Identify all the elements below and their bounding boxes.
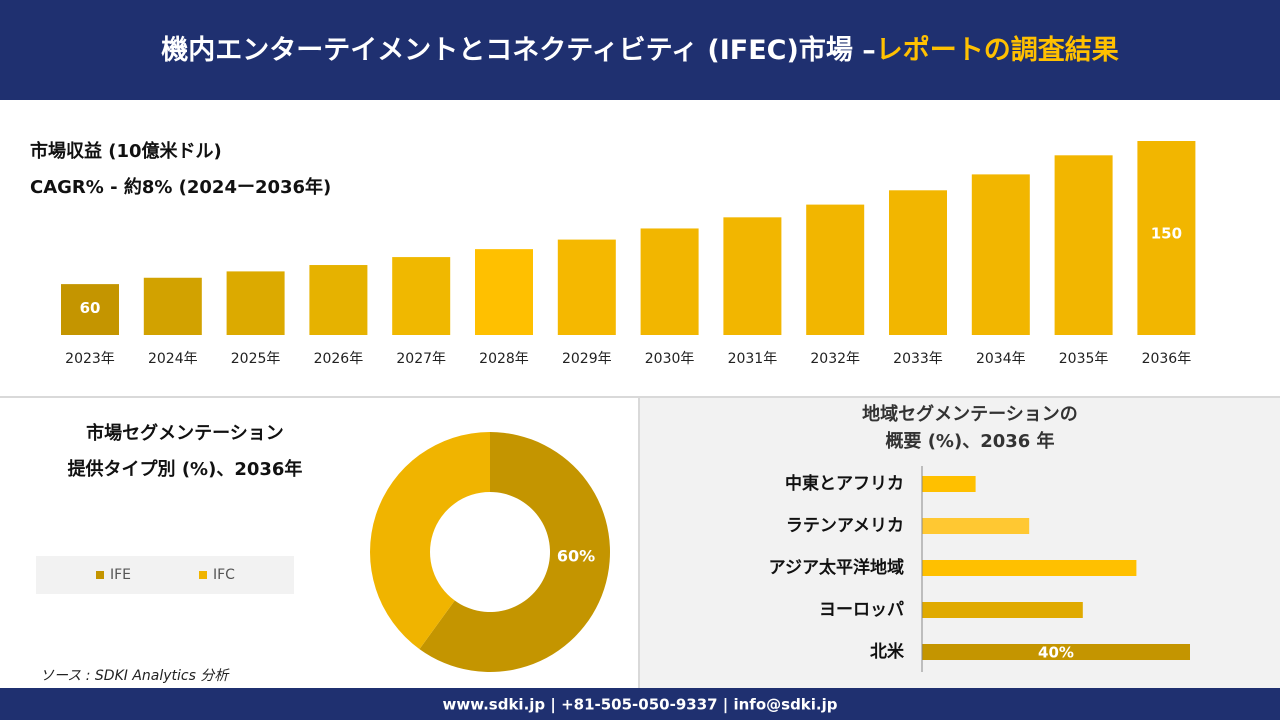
chart-subtitle: CAGR% - 約8% (2024ー2036年) <box>30 176 331 198</box>
bar <box>226 271 285 335</box>
legend-label: IFE <box>110 567 131 583</box>
footer-band <box>0 688 1280 720</box>
bar <box>392 257 451 335</box>
bar <box>475 249 533 335</box>
y-tick-label: ラテンアメリカ <box>786 516 904 536</box>
x-tick-label: 2024年 <box>148 351 198 367</box>
x-tick-label: 2026年 <box>314 351 364 367</box>
x-tick-label: 2025年 <box>231 351 281 367</box>
x-tick-label: 2029年 <box>562 351 612 367</box>
donut-slice <box>370 432 490 650</box>
value-label: 60% <box>557 547 595 566</box>
chart-subtitle: 概要 (%)、2036 年 <box>885 430 1054 452</box>
bar <box>806 204 865 335</box>
x-tick-label: 2030年 <box>645 351 695 367</box>
divider <box>638 398 640 688</box>
y-tick-label: 中東とアフリカ <box>785 473 904 494</box>
x-tick-label: 2034年 <box>976 351 1026 367</box>
value-label: 60 <box>80 299 101 317</box>
x-tick-label: 2031年 <box>728 351 778 367</box>
bar <box>1054 155 1113 335</box>
bar <box>1137 141 1196 335</box>
title-highlight: レポートの調査結果 <box>876 34 1119 66</box>
bar <box>61 284 119 335</box>
bar <box>922 644 1190 660</box>
bar <box>922 518 1030 534</box>
legend-box <box>36 556 294 594</box>
footer: www.sdki.jp | +81-505-050-9337 | info@sd… <box>442 696 837 715</box>
chart-title: 市場収益 (10億米ドル) <box>30 140 222 162</box>
x-tick-label: 2036年 <box>1142 351 1192 367</box>
donut-slice <box>419 432 610 672</box>
title-main: 機内エンターテイメントとコネクティビティ (IFEC)市場 – <box>161 34 876 66</box>
x-tick-label: 2033年 <box>893 351 943 367</box>
legend-swatch <box>199 571 207 579</box>
x-tick-label: 2035年 <box>1059 351 1109 367</box>
bar <box>309 265 368 335</box>
divider <box>0 396 1280 398</box>
header-band <box>0 0 1280 100</box>
y-tick-label: 北米 <box>870 641 905 662</box>
legend-swatch <box>96 571 104 579</box>
value-label: 40% <box>1038 644 1074 662</box>
right-panel <box>640 398 1280 688</box>
bar <box>557 239 616 335</box>
source: ソース : SDKI Analytics 分析 <box>40 668 230 684</box>
x-tick-label: 2028年 <box>479 351 529 367</box>
bar <box>971 174 1030 335</box>
chart-title: 地域セグメンテーションの <box>862 403 1078 425</box>
bar <box>640 228 699 335</box>
bar <box>922 602 1083 618</box>
value-label: 150 <box>1151 225 1182 243</box>
header-title: 機内エンターテイメントとコネクティビティ (IFEC)市場 –レポートの調査結果 <box>161 34 1119 66</box>
bar <box>889 190 947 335</box>
bar <box>922 476 976 492</box>
legend-label: IFC <box>213 567 235 583</box>
x-tick-label: 2032年 <box>810 351 860 367</box>
chart-subtitle: 提供タイプ別 (%)、2036年 <box>68 458 303 480</box>
y-tick-label: ヨーロッパ <box>819 600 904 620</box>
bar <box>143 277 202 335</box>
y-tick-label: アジア太平洋地域 <box>769 557 904 578</box>
bar <box>922 560 1137 576</box>
x-tick-label: 2027年 <box>396 351 446 367</box>
chart-title: 市場セグメンテーション <box>86 422 284 444</box>
x-tick-label: 2023年 <box>65 351 115 367</box>
bar <box>723 217 782 335</box>
